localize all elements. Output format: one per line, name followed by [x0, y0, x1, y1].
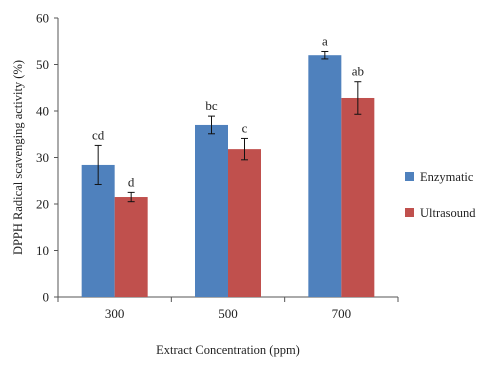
significance-label: d — [128, 174, 135, 189]
x-axis-title: Extract Concentration (ppm) — [156, 343, 300, 357]
legend-label-ultrasound: Ultrasound — [420, 206, 476, 220]
y-axis-title: DPPH Radical scavenging activity (%) — [11, 60, 25, 255]
bar-ultrasound-700 — [341, 97, 375, 297]
plot-area: 0 10 20 30 40 50 60 300 500 700 cd bc a d c ab — [36, 11, 399, 321]
y-tick-label: 60 — [36, 11, 49, 26]
bar-ultrasound-500 — [228, 149, 261, 297]
legend-swatch-enzymatic — [405, 172, 414, 181]
bar-enzymatic-300 — [81, 164, 115, 297]
bar-enzymatic-700 — [308, 55, 342, 298]
significance-label: cd — [92, 127, 105, 142]
significance-label: bc — [205, 98, 218, 113]
bars — [81, 55, 375, 298]
y-tick-label: 30 — [36, 150, 49, 165]
significance-labels: cd bc a d c ab — [92, 33, 364, 189]
legend: Enzymatic Ultrasound — [405, 170, 476, 220]
y-axis-ticks: 0 10 20 30 40 50 60 — [36, 11, 58, 305]
significance-label: ab — [352, 64, 364, 79]
y-tick-label: 50 — [36, 57, 49, 72]
y-tick-label: 10 — [36, 243, 49, 258]
y-tick-label: 20 — [36, 197, 49, 212]
y-tick-label: 40 — [36, 104, 49, 119]
significance-label: c — [242, 120, 248, 135]
legend-swatch-ultrasound — [405, 208, 414, 217]
bar-ultrasound-300 — [114, 197, 148, 297]
x-tick-label: 300 — [105, 306, 125, 321]
error-bars — [94, 50, 362, 203]
y-tick-label: 0 — [43, 290, 50, 305]
legend-label-enzymatic: Enzymatic — [420, 170, 474, 184]
x-tick-label: 500 — [218, 306, 238, 321]
x-tick-label: 700 — [332, 306, 352, 321]
x-axis-ticks: 300 500 700 — [57, 297, 399, 321]
bar-enzymatic-500 — [195, 124, 228, 297]
significance-label: a — [322, 33, 328, 48]
